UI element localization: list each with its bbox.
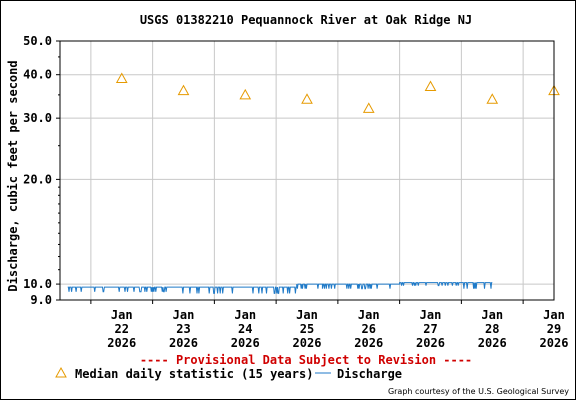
legend-discharge-label: Discharge <box>337 367 402 381</box>
x-tick-label: Jan <box>296 308 318 322</box>
x-tick-label: Jan <box>111 308 133 322</box>
median-triangle-marker <box>301 93 313 104</box>
median-triangle-marker <box>424 80 437 91</box>
plot-area-border <box>59 40 555 301</box>
x-tick-label: 22 <box>115 322 129 336</box>
x-tick-label: 25 <box>300 322 314 336</box>
median-triangle-marker <box>239 88 252 100</box>
x-tick-label: 2026 <box>231 336 260 350</box>
x-tick-label: 29 <box>547 322 561 336</box>
x-tick-label: 2026 <box>293 336 322 350</box>
y-axis-label: Discharge, cubic feet per second <box>6 60 20 291</box>
y-tick-label: 40.0 <box>23 68 52 82</box>
x-tick-label: 2026 <box>540 336 569 350</box>
legend: Median daily statistic (15 years) Discha… <box>55 366 402 381</box>
x-tick-label: Jan <box>234 308 256 322</box>
x-tick-label: 2026 <box>354 336 383 350</box>
x-tick-label: Jan <box>173 308 195 322</box>
x-tick-label: Jan <box>481 308 503 322</box>
y-tick-label: 10.0 <box>23 277 52 291</box>
y-tick-label: 50.0 <box>23 34 52 48</box>
median-triangle-marker <box>362 102 375 113</box>
data-layer <box>67 72 560 294</box>
grid-layer <box>60 40 554 301</box>
median-triangle-marker <box>115 72 128 84</box>
x-tick-label: Jan <box>543 308 565 322</box>
x-tick-label: 27 <box>423 322 437 336</box>
x-tick-label: 2026 <box>416 336 445 350</box>
x-tick-label: 2026 <box>478 336 507 350</box>
x-tick-label: 24 <box>238 322 252 336</box>
x-axis-ticks: Jan222026Jan232026Jan242026Jan252026Jan2… <box>90 300 569 350</box>
legend-median-label: Median daily statistic (15 years) <box>75 367 313 381</box>
y-tick-label: 30.0 <box>23 111 52 125</box>
provisional-note: ---- Provisional Data Subject to Revisio… <box>140 353 472 367</box>
legend-median-triangle-icon <box>55 366 67 378</box>
graph-credit: Graph courtesy of the U.S. Geological Su… <box>388 387 569 396</box>
median-triangle-marker <box>486 93 499 104</box>
x-tick-label: Jan <box>358 308 380 322</box>
x-tick-label: 26 <box>362 322 376 336</box>
y-tick-label: 9.0 <box>30 293 52 307</box>
y-axis-ticks: 9.0 10.0 20.0 30.0 40.0 50.0 <box>23 34 60 307</box>
discharge-line <box>67 282 493 294</box>
y-tick-label: 20.0 <box>23 172 52 186</box>
x-tick-label: 23 <box>176 322 190 336</box>
x-tick-label: 2026 <box>107 336 136 350</box>
median-triangle-marker <box>177 84 190 96</box>
x-tick-label: 28 <box>485 322 499 336</box>
x-tick-label: Jan <box>420 308 442 322</box>
chart-title: USGS 01382210 Pequannock River at Oak Ri… <box>140 13 472 27</box>
x-tick-label: 2026 <box>169 336 198 350</box>
